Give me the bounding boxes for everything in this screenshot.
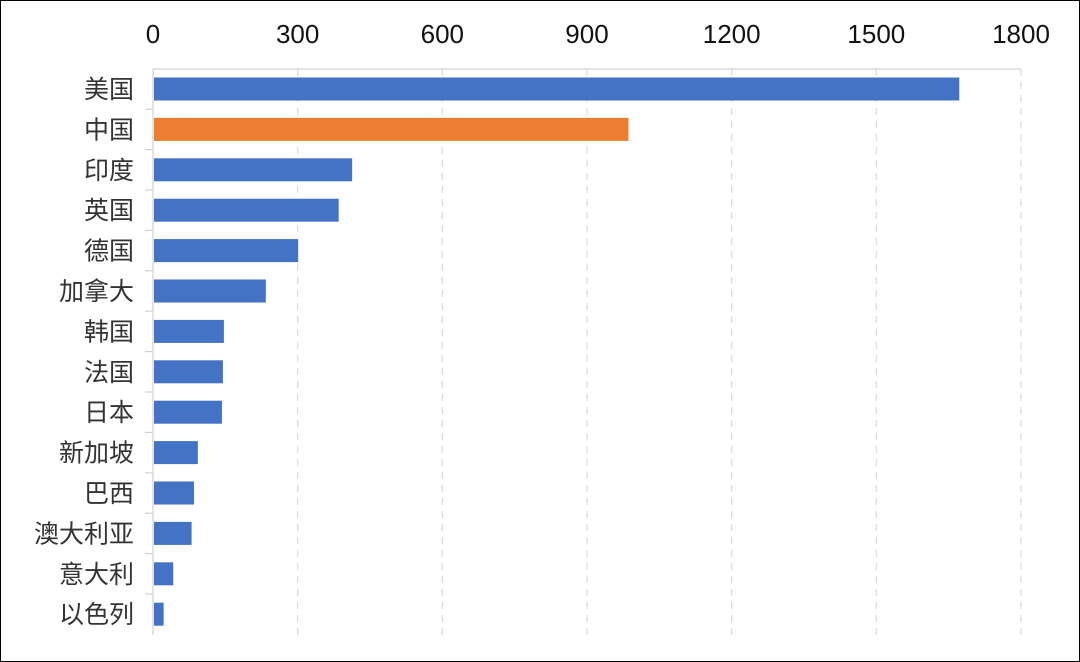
x-tick-label: 1500 <box>847 19 905 49</box>
bar-9 <box>154 441 198 465</box>
bar-11 <box>154 521 192 545</box>
bar-0 <box>154 77 960 101</box>
category-label: 德国 <box>84 237 134 266</box>
grid-lines <box>145 68 1022 635</box>
category-label: 法国 <box>84 358 134 387</box>
category-label: 中国 <box>84 115 134 144</box>
category-label: 日本 <box>84 398 134 427</box>
x-tick-label: 1800 <box>992 19 1050 49</box>
bar-8 <box>154 400 222 424</box>
category-label: 美国 <box>84 75 134 104</box>
bar-13 <box>154 602 164 626</box>
x-tick-label: 0 <box>146 19 160 49</box>
x-tick-labels: 0 300 600 900 1200 1500 1800 <box>146 19 1050 49</box>
bar-1 <box>154 117 629 141</box>
category-label: 澳大利亚 <box>34 519 134 548</box>
bar-5 <box>154 279 266 303</box>
category-label: 韩国 <box>84 317 134 346</box>
category-label: 印度 <box>84 156 134 185</box>
category-label: 巴西 <box>84 479 134 508</box>
bar-10 <box>154 481 194 505</box>
x-tick-label: 900 <box>565 19 608 49</box>
bar-7 <box>154 360 223 384</box>
bar-12 <box>154 562 174 586</box>
bar-3 <box>154 198 339 222</box>
bar-2 <box>154 158 353 182</box>
x-tick-label: 1200 <box>703 19 761 49</box>
bar-4 <box>154 239 299 263</box>
bars <box>154 77 960 626</box>
category-label: 加拿大 <box>59 277 134 306</box>
x-tick-label: 600 <box>421 19 464 49</box>
category-label: 意大利 <box>59 560 134 589</box>
x-tick-label: 300 <box>276 19 319 49</box>
category-label: 新加坡 <box>59 439 134 468</box>
category-label: 以色列 <box>59 600 134 629</box>
category-label: 英国 <box>84 196 134 225</box>
bar-6 <box>154 319 224 343</box>
